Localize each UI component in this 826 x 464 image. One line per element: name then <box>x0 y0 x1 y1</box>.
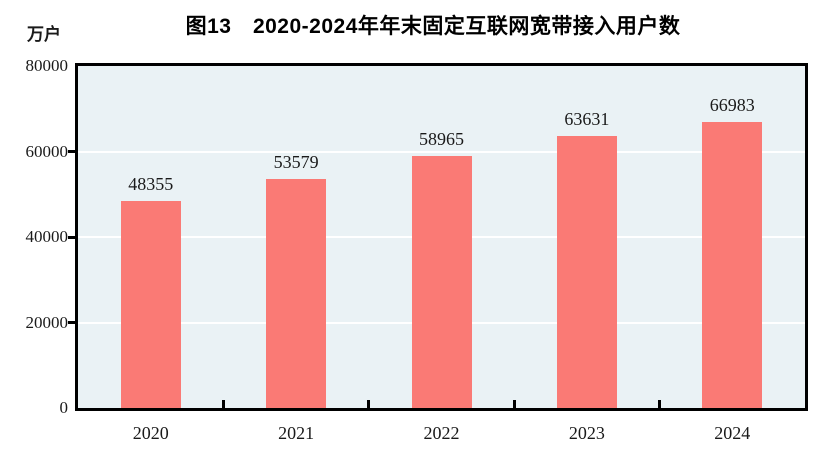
plot-area <box>75 63 808 411</box>
y-tick-label: 40000 <box>25 227 69 246</box>
x-category-label: 2020 <box>132 423 169 443</box>
x-category-label: 2021 <box>278 423 315 443</box>
x-category-label: 2022 <box>423 423 460 443</box>
y-tick <box>68 235 75 239</box>
y-tick-label: 0 <box>59 398 69 417</box>
y-tick <box>68 321 75 324</box>
bar-value-label: 63631 <box>564 108 610 129</box>
bar-value-label: 58965 <box>419 128 464 149</box>
bar-value-label: 53579 <box>273 151 319 172</box>
gridline <box>78 150 805 153</box>
bar-value-label: 48355 <box>128 174 174 195</box>
bar <box>702 121 763 408</box>
y-tick-label: 60000 <box>25 141 69 161</box>
x-category-label: 2024 <box>714 423 751 443</box>
bar-value-label: 66983 <box>709 94 755 115</box>
y-axis-unit-label: 万户 <box>27 25 61 44</box>
bar <box>411 155 472 408</box>
y-tick-label: 20000 <box>25 312 69 332</box>
y-tick-label: 80000 <box>25 56 69 75</box>
chart-title: 图13 2020-2024年年末固定互联网宽带接入用户数 <box>185 15 681 38</box>
y-tick <box>68 150 75 153</box>
x-tick <box>658 400 662 408</box>
x-tick <box>367 400 371 408</box>
x-tick <box>221 400 225 408</box>
bar <box>266 178 327 408</box>
x-tick <box>512 400 516 408</box>
bar <box>120 201 181 408</box>
bar <box>556 135 617 408</box>
x-category-label: 2023 <box>568 423 605 443</box>
